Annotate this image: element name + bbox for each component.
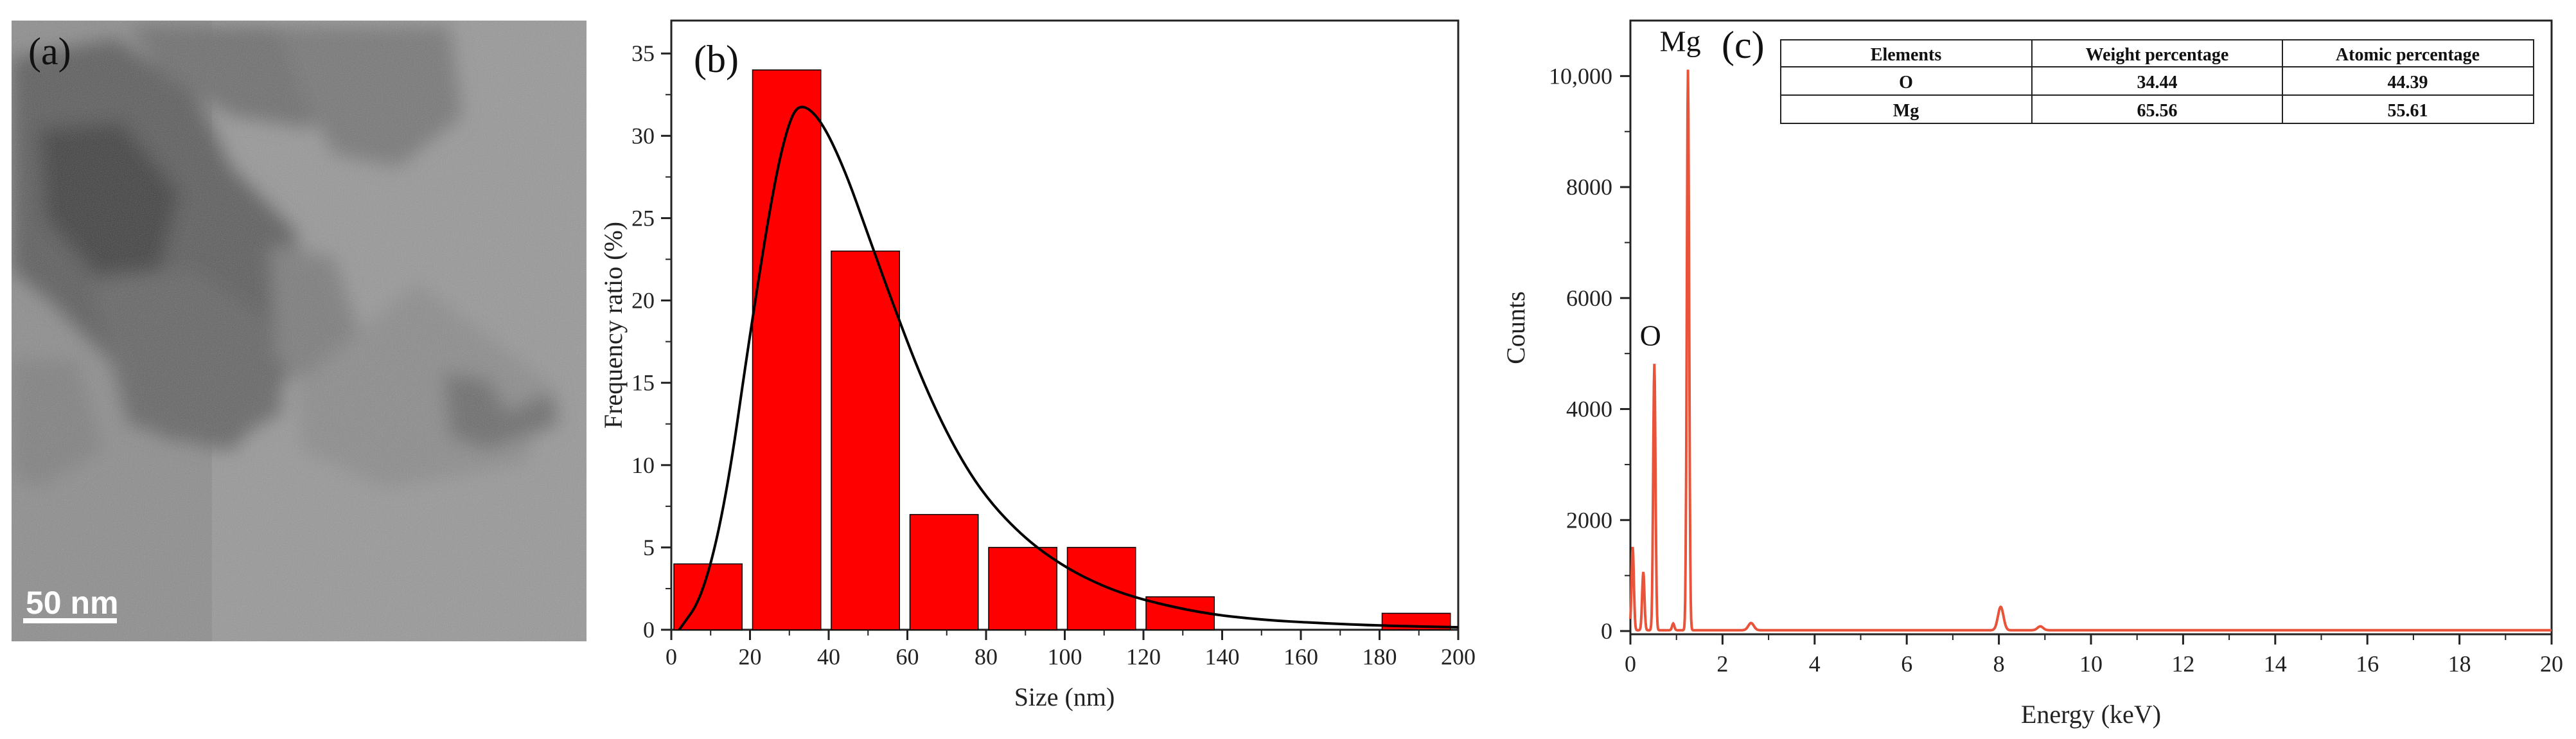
y-tick-label: 5 xyxy=(643,535,655,560)
histogram-bar xyxy=(752,69,822,630)
x-tick-label: 12 xyxy=(2171,651,2194,677)
table-cell: 55.61 xyxy=(2388,101,2428,121)
y-tick-label: 35 xyxy=(631,40,655,66)
peak-label: Mg xyxy=(1660,25,1701,58)
lognormal-fit-curve xyxy=(678,105,1459,631)
x-tick-label: 6 xyxy=(1901,651,1912,677)
c-x-axis-label: Energy (keV) xyxy=(2021,700,2161,729)
x-tick-label: 40 xyxy=(817,644,840,670)
y-tick-label: 30 xyxy=(631,123,655,148)
composition-table: Elements Weight percentage Atomic percen… xyxy=(1780,39,2534,124)
b-y-axis-label: Frequency ratio (%) xyxy=(599,222,628,429)
x-tick-label: 20 xyxy=(739,644,762,670)
x-tick-label: 80 xyxy=(975,644,998,670)
table-cell: 65.56 xyxy=(2137,101,2178,121)
table-header-weight: Weight percentage xyxy=(2086,45,2229,65)
x-tick-label: 18 xyxy=(2448,651,2471,677)
y-tick-label: 2000 xyxy=(1566,507,1612,533)
x-tick-label: 4 xyxy=(1809,651,1821,677)
table-cell: 44.39 xyxy=(2388,73,2428,93)
panel-c-label: (c) xyxy=(1722,24,1765,66)
table-header-elements: Elements xyxy=(1871,45,1942,65)
tem-micrograph xyxy=(12,21,587,641)
x-tick-label: 120 xyxy=(1126,644,1161,670)
size-distribution-chart: 0 20 40 60 80 100 120 140 160 180 200 0 5 10 15 20 25 30… xyxy=(599,19,1476,711)
x-tick-label: 10 xyxy=(2079,651,2103,677)
y-tick-label: 10,000 xyxy=(1549,63,1612,89)
y-tick-label: 15 xyxy=(631,370,655,396)
y-tick-label: 25 xyxy=(631,205,655,231)
x-tick-label: 100 xyxy=(1048,644,1082,670)
table-header-atomic: Atomic percentage xyxy=(2336,45,2480,65)
x-tick-label: 140 xyxy=(1205,644,1240,670)
panel-b-label: (b) xyxy=(694,38,739,80)
y-tick-label: 4000 xyxy=(1566,396,1612,422)
x-tick-label: 8 xyxy=(1993,651,2005,677)
x-tick-label: 2 xyxy=(1716,651,1728,677)
x-tick-label: 0 xyxy=(1625,651,1636,677)
table-cell: 34.44 xyxy=(2137,73,2178,93)
x-tick-label: 0 xyxy=(666,644,677,670)
y-tick-label: 8000 xyxy=(1566,174,1612,200)
x-tick-label: 60 xyxy=(896,644,919,670)
y-tick-label: 0 xyxy=(1601,618,1612,644)
y-tick-label: 20 xyxy=(631,288,655,314)
x-tick-label: 20 xyxy=(2540,651,2563,677)
panel-a-label: (a) xyxy=(28,30,71,73)
eds-spectrum-chart: 0 2 4 6 8 10 12 14 16 18 20 0 2000 4000 6000 8000 10,00… xyxy=(1501,19,2563,729)
eds-spectrum-line xyxy=(1629,69,2552,632)
x-tick-label: 180 xyxy=(1363,644,1397,670)
histogram-bar xyxy=(831,250,900,630)
c-y-axis-label: Counts xyxy=(1501,291,1530,364)
tem-image-panel: (a) 50 nm xyxy=(12,21,587,641)
x-tick-label: 16 xyxy=(2356,651,2379,677)
histogram-bar xyxy=(988,547,1057,630)
histogram-bar xyxy=(1066,547,1136,630)
y-tick-label: 6000 xyxy=(1566,285,1612,311)
b-x-axis-label: Size (nm) xyxy=(1014,682,1115,711)
table-cell: Mg xyxy=(1893,101,1919,121)
x-tick-label: 160 xyxy=(1284,644,1318,670)
scale-bar xyxy=(23,618,117,623)
table-cell: O xyxy=(1899,73,1913,93)
peak-label: O xyxy=(1640,319,1661,352)
y-tick-label: 10 xyxy=(631,452,655,478)
scale-bar-label: 50 nm xyxy=(26,585,119,621)
y-tick-label: 0 xyxy=(643,617,655,643)
histogram-bar xyxy=(909,513,979,630)
x-tick-label: 200 xyxy=(1441,644,1476,670)
x-tick-label: 14 xyxy=(2264,651,2287,677)
